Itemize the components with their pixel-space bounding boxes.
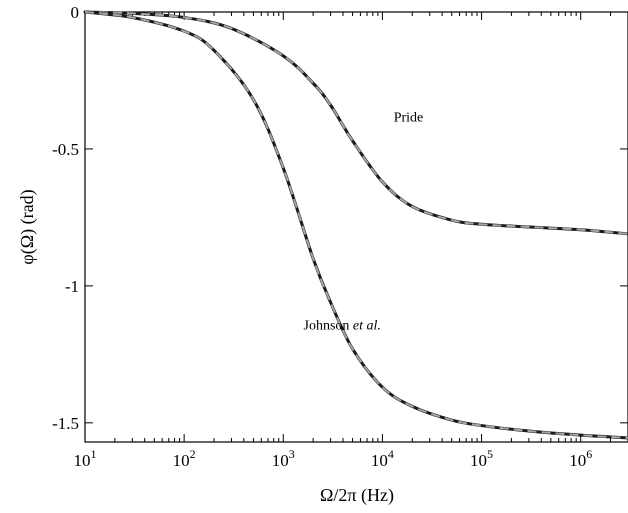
y-axis-label: φ(Ω) (rad) <box>17 189 38 264</box>
series-lines <box>83 10 628 440</box>
x-tick-exp: 2 <box>190 447 196 461</box>
y-tick-label: 0 <box>71 3 80 22</box>
x-tick-label: 101 <box>74 447 97 470</box>
x-tick-exp: 3 <box>289 447 295 461</box>
annotation-text: Johnson <box>304 319 353 334</box>
annotation-text: Pride <box>394 111 424 126</box>
series-annotation: Johnson et al. <box>304 319 381 334</box>
x-tick-base: 10 <box>371 451 388 470</box>
x-tick-exp: 4 <box>388 447 394 461</box>
series-annotation: Pride <box>394 111 424 126</box>
series-line-1 <box>83 10 628 236</box>
series-line-2 <box>83 10 628 440</box>
y-tick-label: -0.5 <box>52 140 79 159</box>
x-tick-label: 105 <box>470 447 493 470</box>
axis-ticks <box>84 11 628 442</box>
annotation-italic-text: et al. <box>353 319 381 334</box>
y-tick-label: -1.5 <box>52 414 79 433</box>
x-tick-exp: 1 <box>91 447 97 461</box>
x-tick-exp: 5 <box>487 447 493 461</box>
x-tick-base: 10 <box>272 451 289 470</box>
x-tick-label: 102 <box>173 447 196 470</box>
x-axis-label: Ω/2π (Hz) <box>320 485 394 506</box>
series-line-dashed <box>84 11 628 235</box>
x-tick-label: 103 <box>272 447 295 470</box>
x-tick-exp: 6 <box>586 447 592 461</box>
x-tick-base: 10 <box>470 451 487 470</box>
x-tick-base: 10 <box>173 451 190 470</box>
x-tick-label: 104 <box>371 447 394 470</box>
series-line-dashed <box>84 11 628 439</box>
x-tick-base: 10 <box>74 451 91 470</box>
y-tick-label: -1 <box>65 277 79 296</box>
series-annotations: Pride Johnson et al. <box>304 111 424 334</box>
x-tick-base: 10 <box>569 451 586 470</box>
x-tick-label: 106 <box>569 447 592 470</box>
